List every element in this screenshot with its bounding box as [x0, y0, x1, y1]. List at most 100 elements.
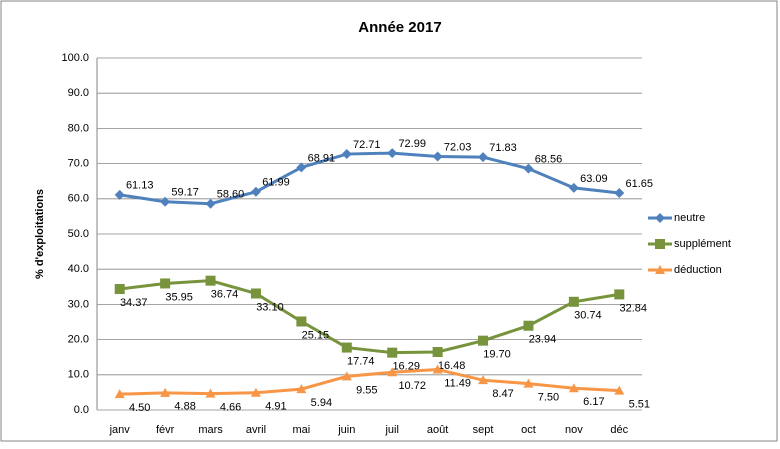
legend-label: déduction	[674, 264, 722, 276]
data-label: 9.55	[356, 384, 377, 396]
marker	[250, 288, 261, 299]
marker	[250, 387, 261, 397]
x-tick-label: juin	[337, 424, 355, 436]
x-tick-label: nov	[565, 424, 583, 436]
data-label: 4.91	[265, 401, 286, 413]
data-label: 33.10	[256, 301, 284, 313]
data-label: 8.47	[492, 388, 513, 400]
data-label: 35.95	[165, 291, 193, 303]
x-tick-label: janv	[109, 424, 131, 436]
data-label: 72.71	[353, 139, 381, 151]
x-tick-label: mars	[198, 424, 223, 436]
data-label: 71.83	[489, 142, 517, 154]
series-line	[119, 368, 620, 396]
marker	[341, 371, 352, 381]
data-label: 72.99	[398, 138, 426, 150]
marker	[523, 320, 534, 331]
marker	[523, 378, 534, 388]
marker	[568, 383, 579, 393]
y-tick-label: 100.0	[61, 52, 89, 64]
marker	[655, 213, 665, 223]
marker	[478, 335, 489, 346]
data-label: 30.74	[574, 310, 602, 322]
marker	[114, 189, 125, 200]
legend-label: supplément	[674, 238, 731, 250]
marker	[614, 289, 625, 300]
data-label: 61.99	[262, 177, 290, 189]
marker	[296, 316, 307, 327]
data-label: 59.17	[171, 187, 199, 199]
marker	[250, 186, 261, 197]
series-line	[119, 279, 620, 355]
legend-label: neutre	[674, 212, 705, 224]
marker	[387, 367, 398, 377]
data-label: 16.48	[438, 360, 466, 372]
marker	[478, 152, 489, 163]
marker	[478, 375, 489, 385]
marker	[341, 342, 352, 353]
marker	[296, 162, 307, 173]
marker	[341, 149, 352, 160]
marker	[655, 239, 665, 249]
marker	[568, 296, 579, 307]
marker	[614, 385, 625, 395]
marker	[160, 387, 171, 397]
y-tick-label: 70.0	[68, 158, 89, 170]
marker	[160, 278, 171, 289]
data-label: 61.13	[126, 180, 154, 192]
marker	[296, 384, 307, 394]
data-label: 5.94	[311, 397, 332, 409]
marker	[114, 284, 125, 295]
data-label: 4.66	[220, 402, 241, 414]
data-label: 68.91	[308, 152, 336, 164]
marker	[568, 182, 579, 193]
data-label: 63.09	[580, 173, 608, 185]
data-label: 5.51	[629, 399, 650, 411]
x-tick-label: août	[427, 424, 448, 436]
data-label: 11.49	[444, 377, 471, 389]
x-tick-label: déc	[610, 424, 628, 436]
data-label: 25.15	[302, 329, 330, 341]
y-tick-label: 0.0	[74, 404, 89, 416]
series-line	[119, 151, 620, 206]
data-label: 17.74	[347, 355, 375, 367]
marker	[205, 388, 216, 398]
data-label: 7.50	[538, 392, 559, 404]
data-label: 10.72	[398, 380, 426, 392]
data-label: 61.65	[626, 178, 654, 190]
x-tick-label: avril	[246, 424, 266, 436]
data-label: 19.70	[483, 349, 511, 361]
marker	[655, 265, 665, 274]
data-label: 4.50	[129, 402, 150, 414]
y-tick-label: 60.0	[68, 193, 89, 205]
marker	[614, 187, 625, 198]
data-label: 72.03	[444, 141, 472, 153]
data-label: 34.37	[120, 297, 148, 309]
marker	[387, 148, 398, 159]
y-tick-label: 50.0	[68, 228, 89, 240]
marker	[205, 198, 216, 209]
data-label: 36.74	[211, 289, 239, 301]
marker	[523, 163, 534, 174]
y-tick-label: 40.0	[68, 263, 89, 275]
y-tick-label: 20.0	[68, 334, 89, 346]
marker	[432, 346, 443, 357]
y-tick-label: 30.0	[68, 298, 89, 310]
x-tick-label: oct	[521, 424, 536, 436]
y-tick-label: 90.0	[68, 87, 89, 99]
data-label: 4.88	[174, 401, 195, 413]
marker	[432, 151, 443, 162]
marker	[432, 364, 443, 374]
data-label: 68.56	[535, 154, 563, 166]
x-tick-label: sept	[473, 424, 494, 436]
chart-title: Année 2017	[358, 19, 441, 36]
marker	[205, 275, 216, 286]
y-tick-label: 10.0	[68, 369, 89, 381]
x-tick-label: mai	[293, 424, 311, 436]
marker	[160, 196, 171, 207]
marker	[387, 347, 398, 358]
data-label: 6.17	[583, 396, 604, 408]
data-label: 58.60	[217, 189, 245, 201]
